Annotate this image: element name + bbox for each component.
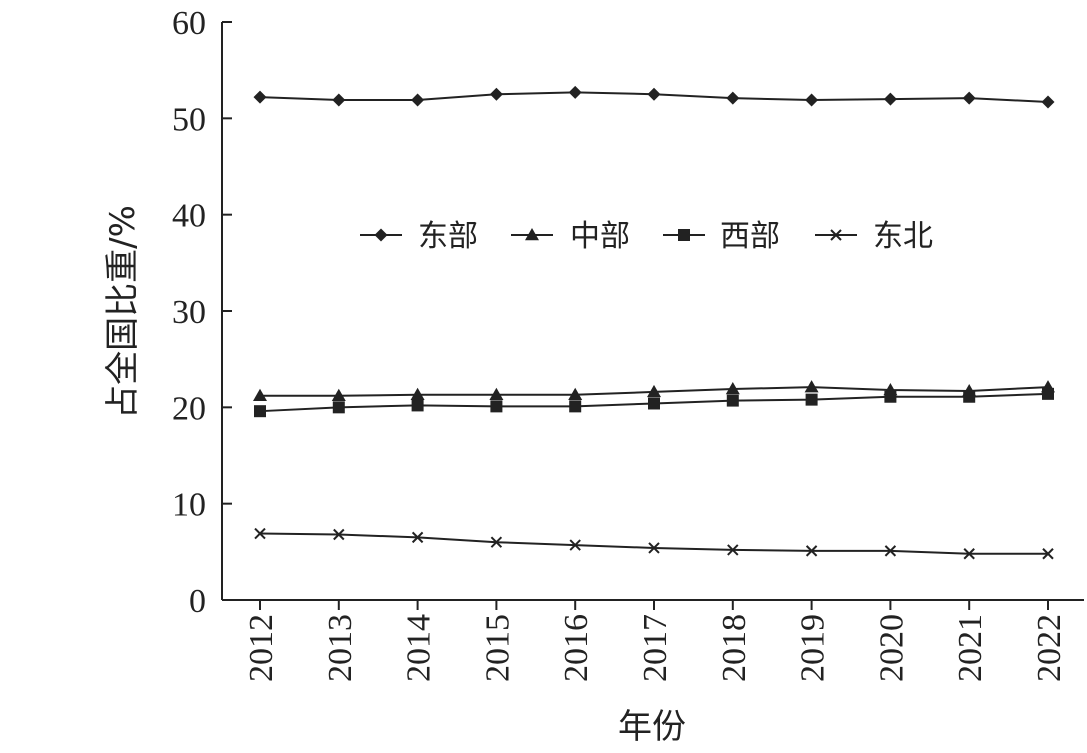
x-tick-label: 2015	[479, 614, 516, 682]
x-tick-label: 2020	[873, 614, 910, 682]
data-point	[647, 87, 661, 101]
y-tick-label: 40	[172, 198, 206, 235]
x-tick-label: 2019	[795, 614, 832, 682]
x-tick-label: 2016	[558, 614, 595, 682]
data-point	[1042, 387, 1054, 400]
data-point	[884, 545, 897, 557]
legend-item: 东北	[815, 219, 933, 254]
legend-label: 中部	[570, 219, 630, 254]
data-point	[333, 528, 345, 541]
data-point	[726, 394, 739, 407]
data-point	[332, 401, 345, 414]
data-point	[1041, 95, 1055, 109]
x-axis-title: 年份	[618, 707, 686, 747]
series-line	[259, 532, 1048, 555]
data-point	[804, 380, 819, 393]
legend-label: 东部	[418, 219, 478, 254]
marker-stroke	[830, 229, 842, 241]
data-point	[411, 399, 424, 412]
data-point	[963, 548, 975, 560]
marker-stroke	[884, 545, 897, 557]
series-x	[254, 527, 1054, 560]
data-point	[805, 393, 818, 406]
data-point	[805, 93, 819, 107]
marker-stroke	[411, 531, 424, 544]
series-diamond	[253, 85, 1055, 109]
legend: 东部 中部 西部 东北	[360, 219, 933, 254]
data-point	[805, 545, 818, 557]
y-tick-label: 0	[189, 583, 206, 620]
legend-label: 东北	[873, 219, 933, 254]
x-tick-label: 2021	[952, 614, 989, 682]
y-tick-label: 60	[172, 5, 206, 42]
data-point	[647, 384, 661, 398]
legend-item: 东部	[360, 219, 478, 254]
y-axis-title: 占全国比重/%	[103, 205, 143, 419]
data-point	[489, 387, 504, 401]
y-tick-label: 20	[172, 390, 206, 427]
data-point	[490, 536, 503, 548]
y-tick-label: 30	[172, 294, 206, 331]
data-point	[727, 544, 739, 556]
data-point	[332, 93, 346, 107]
data-point	[883, 92, 897, 106]
data-point	[1042, 548, 1054, 560]
series-group	[253, 85, 1055, 560]
data-point	[331, 388, 346, 402]
data-point	[254, 527, 266, 540]
marker-stroke	[254, 527, 266, 540]
data-point	[725, 382, 740, 395]
data-point	[963, 390, 976, 403]
data-point	[411, 93, 425, 107]
data-point	[489, 87, 503, 101]
data-point	[253, 90, 267, 104]
data-point	[648, 397, 660, 410]
x-tick-label: 2012	[243, 614, 280, 682]
data-point	[884, 390, 897, 403]
data-point	[568, 85, 582, 99]
data-point	[411, 531, 424, 544]
data-point	[648, 542, 660, 554]
legend-marker	[525, 228, 539, 241]
legend-marker	[678, 229, 690, 241]
y-tick-label: 50	[172, 101, 206, 138]
x-tick-label: 2014	[401, 614, 438, 682]
y-tick-label: 10	[172, 487, 206, 524]
legend-marker	[830, 229, 842, 241]
marker-stroke	[805, 545, 818, 557]
data-point	[410, 387, 425, 401]
data-point	[254, 405, 266, 418]
data-point	[568, 387, 583, 401]
marker-stroke	[963, 548, 975, 560]
data-point	[253, 388, 267, 402]
data-point	[962, 91, 976, 105]
legend-marker	[374, 228, 388, 242]
marker-stroke	[569, 539, 581, 551]
marker-stroke	[648, 542, 660, 554]
legend-label: 西部	[720, 219, 780, 254]
x-tick-label: 2018	[716, 614, 753, 682]
axes: 0 10 20 30 40 50 60 2012 2013 2014 2015 2016 2017 201…	[172, 5, 1084, 682]
data-point	[569, 539, 581, 551]
legend-item: 中部	[511, 219, 630, 254]
marker-stroke	[727, 544, 739, 556]
legend-item: 西部	[663, 219, 780, 254]
x-tick-label: 2013	[322, 614, 359, 682]
data-point	[726, 91, 740, 105]
data-point	[569, 400, 582, 413]
x-tick-label: 2022	[1031, 614, 1068, 682]
marker-stroke	[1042, 548, 1054, 560]
marker-stroke	[333, 528, 345, 541]
marker-stroke	[490, 536, 503, 548]
data-point	[490, 400, 503, 413]
x-tick-label: 2017	[637, 614, 674, 682]
series-square	[254, 387, 1054, 418]
